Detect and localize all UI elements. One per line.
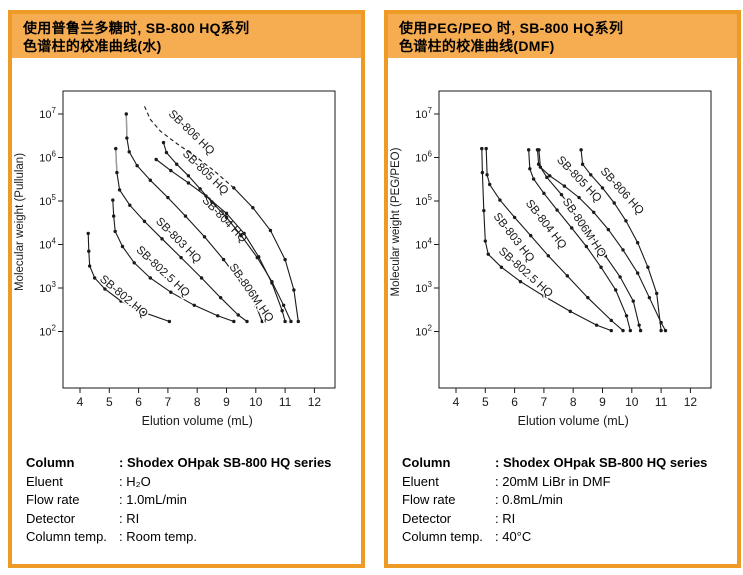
svg-text:10: 10 bbox=[249, 395, 263, 409]
spec-value: : 20mM LiBr in DMF bbox=[495, 473, 611, 489]
plot-frame bbox=[438, 90, 712, 389]
title-line-2: 色谱柱的校准曲线(水) bbox=[23, 38, 162, 54]
svg-text:9: 9 bbox=[223, 395, 230, 409]
svg-text:6: 6 bbox=[135, 395, 142, 409]
title-line-2: 色谱柱的校准曲线(DMF) bbox=[399, 38, 555, 54]
svg-text:103: 103 bbox=[39, 280, 56, 295]
y-axis-title: Molecular weight (PEG/PEO) bbox=[390, 147, 402, 296]
svg-text:102: 102 bbox=[39, 324, 56, 339]
spec-value: : 0.8mL/min bbox=[495, 492, 563, 507]
calibration-chart-water: 4 5 6 7 8 9 10 11 12 Elution volume (mL) 107 106 105… bbox=[14, 90, 336, 428]
svg-text:10: 10 bbox=[625, 395, 639, 409]
spec-value: : Shodex OHpak SB-800 HQ series bbox=[495, 455, 708, 470]
svg-text:103: 103 bbox=[415, 280, 432, 295]
svg-text:9: 9 bbox=[599, 395, 606, 409]
svg-text:5: 5 bbox=[482, 395, 489, 409]
curve-label: SB-806M HQ bbox=[560, 196, 608, 259]
svg-text:11: 11 bbox=[279, 395, 292, 409]
spec-row-detector: Detector : RI bbox=[402, 510, 729, 529]
svg-text:105: 105 bbox=[39, 193, 56, 208]
x-axis-title: Elution volume (mL) bbox=[142, 414, 253, 428]
plot-frame bbox=[62, 90, 336, 389]
svg-text:8: 8 bbox=[570, 395, 577, 409]
calibration-chart-dmf: 4 5 6 7 8 9 10 11 12 Elution volume (mL) 107 106 105… bbox=[390, 90, 712, 428]
chart-dmf-wrap: 4 5 6 7 8 9 10 11 12 Elution volume (mL) 107 106 105… bbox=[388, 58, 737, 438]
curve-label: SB-803 HQ bbox=[153, 216, 203, 266]
svg-text:104: 104 bbox=[415, 237, 432, 252]
spec-label: Eluent bbox=[26, 473, 63, 489]
spec-row-column: Column : Shodex OHpak SB-800 HQ series bbox=[26, 454, 353, 473]
y-axis-title: Molecular weight (Pullulan) bbox=[14, 153, 26, 291]
spec-label: Flow rate bbox=[402, 492, 456, 507]
x-axis: 4 5 6 7 8 9 10 11 12 bbox=[453, 388, 698, 409]
svg-text:4: 4 bbox=[453, 395, 460, 409]
curve-label: SB-805 HQ bbox=[180, 148, 231, 198]
svg-text:6: 6 bbox=[511, 395, 518, 409]
panel-dmf-calibration: 使用PEG/PEO 时, SB-800 HQ系列 色谱柱的校准曲线(DMF) 4… bbox=[384, 10, 741, 568]
spec-row-column: Column : Shodex OHpak SB-800 HQ series bbox=[402, 454, 729, 473]
svg-text:104: 104 bbox=[39, 237, 56, 252]
spec-value: : 1.0mL/min bbox=[119, 492, 187, 507]
y-axis: 107 106 105 104 103 102 bbox=[39, 106, 63, 339]
spec-label: Column temp. bbox=[402, 529, 483, 544]
svg-text:8: 8 bbox=[194, 395, 201, 409]
curve-label: SB-804 HQ bbox=[200, 194, 250, 245]
spec-row-column-temp: Column temp. : Room temp. bbox=[26, 528, 353, 547]
spec-row-eluent: Eluent : 20mM LiBr in DMF bbox=[402, 473, 729, 492]
spec-row-detector: Detector : RI bbox=[26, 510, 353, 529]
spec-value: : Room temp. bbox=[119, 529, 198, 544]
spec-label: Column bbox=[26, 455, 75, 470]
spec-label: Eluent bbox=[402, 473, 439, 489]
title-line-1: 使用PEG/PEO 时, SB-800 HQ系列 bbox=[399, 20, 624, 36]
curve-label: SB-806M HQ bbox=[226, 262, 275, 325]
svg-text:5: 5 bbox=[106, 395, 113, 409]
series-SB-802-HQ: SB-802 HQ bbox=[86, 231, 172, 324]
svg-text:12: 12 bbox=[308, 395, 322, 409]
panel-water-calibration: 使用普鲁兰多糖时, SB-800 HQ系列 色谱柱的校准曲线(水) 4 5 6 7 8 9… bbox=[8, 10, 365, 568]
spec-label: Column bbox=[402, 455, 451, 470]
x-axis: 4 5 6 7 8 9 10 11 12 bbox=[77, 388, 322, 409]
curve-label: SB-804 HQ bbox=[523, 198, 569, 252]
svg-text:106: 106 bbox=[415, 150, 432, 165]
spec-row-column-temp: Column temp. : 40°C bbox=[402, 528, 729, 547]
spec-table-dmf: Column : Shodex OHpak SB-800 HQ series E… bbox=[402, 454, 729, 547]
svg-text:106: 106 bbox=[39, 150, 56, 165]
spec-label: Flow rate bbox=[26, 492, 80, 507]
svg-text:107: 107 bbox=[415, 106, 432, 121]
spec-value: : 40°C bbox=[495, 529, 532, 544]
chart-water-wrap: 4 5 6 7 8 9 10 11 12 Elution volume (mL) 107 106 105… bbox=[12, 58, 361, 438]
spec-label: Detector bbox=[402, 510, 452, 526]
svg-text:4: 4 bbox=[77, 395, 84, 409]
svg-text:7: 7 bbox=[165, 395, 172, 409]
svg-text:7: 7 bbox=[541, 395, 548, 409]
spec-table-water: Column : Shodex OHpak SB-800 HQ series E… bbox=[26, 454, 353, 547]
spec-row-flow-rate: Flow rate : 1.0mL/min bbox=[26, 491, 353, 510]
svg-text:107: 107 bbox=[39, 106, 56, 121]
curve-label: SB-802 HQ bbox=[97, 273, 150, 320]
svg-text:102: 102 bbox=[415, 324, 432, 339]
spec-value: : H₂O bbox=[119, 473, 151, 489]
spec-value: : Shodex OHpak SB-800 HQ series bbox=[119, 455, 332, 470]
y-axis: 107 106 105 104 103 102 bbox=[415, 106, 439, 339]
spec-row-flow-rate: Flow rate : 0.8mL/min bbox=[402, 491, 729, 510]
spec-label: Column temp. bbox=[26, 529, 107, 544]
svg-text:11: 11 bbox=[655, 395, 668, 409]
panel-water-title: 使用普鲁兰多糖时, SB-800 HQ系列 色谱柱的校准曲线(水) bbox=[12, 14, 361, 58]
title-line-1: 使用普鲁兰多糖时, SB-800 HQ系列 bbox=[23, 20, 250, 36]
svg-text:12: 12 bbox=[684, 395, 698, 409]
spec-label: Detector bbox=[26, 510, 76, 526]
spec-value: : RI bbox=[119, 510, 140, 526]
spec-value: : RI bbox=[495, 510, 516, 526]
spec-row-eluent: Eluent : H₂O bbox=[26, 473, 353, 492]
panel-dmf-title: 使用PEG/PEO 时, SB-800 HQ系列 色谱柱的校准曲线(DMF) bbox=[388, 14, 737, 58]
x-axis-title: Elution volume (mL) bbox=[518, 414, 629, 428]
svg-text:105: 105 bbox=[415, 193, 432, 208]
